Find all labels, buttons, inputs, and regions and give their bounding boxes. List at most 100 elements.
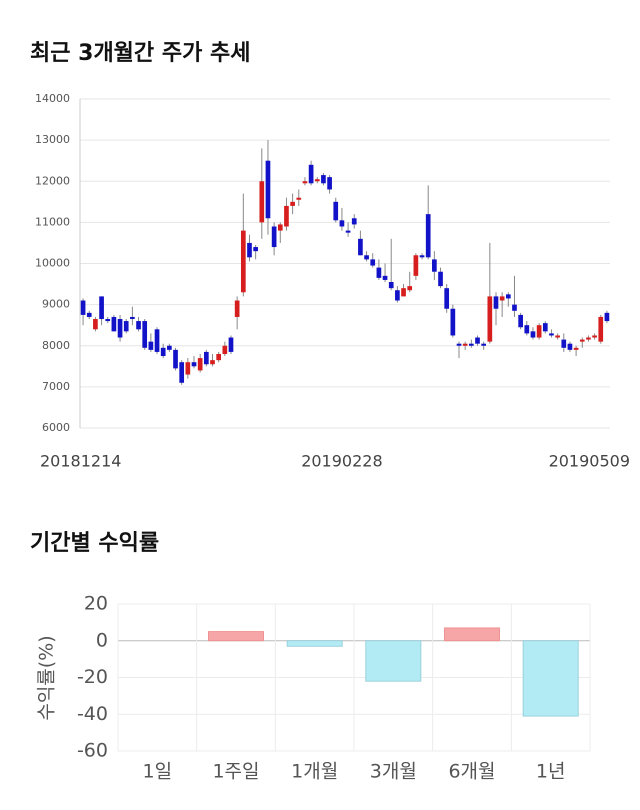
candle-body bbox=[555, 335, 560, 338]
candle-body bbox=[530, 331, 536, 338]
candle-body bbox=[130, 316, 135, 320]
candle-body bbox=[234, 300, 240, 317]
x-tick-label: 20181214 bbox=[40, 452, 121, 471]
candle-body bbox=[524, 325, 530, 334]
candle-body bbox=[512, 304, 517, 311]
chart-title: 기간별 수익률 bbox=[30, 531, 159, 556]
candle-body bbox=[351, 218, 357, 225]
bar bbox=[444, 627, 500, 642]
x-tick-label: 1일 bbox=[143, 761, 173, 783]
candle-body bbox=[308, 164, 314, 184]
candle-body bbox=[592, 335, 597, 338]
candle-body bbox=[456, 343, 462, 346]
candle-body bbox=[302, 181, 308, 184]
candle-body bbox=[493, 296, 499, 309]
y-tick-label: -40 bbox=[77, 703, 108, 725]
candle-body bbox=[296, 197, 302, 200]
y-tick-label: 0 bbox=[96, 629, 108, 651]
candle-body bbox=[475, 337, 480, 344]
x-tick-label: 20190509 bbox=[549, 452, 630, 471]
x-tick-label: 1년 bbox=[536, 761, 566, 783]
candle-body bbox=[136, 321, 141, 330]
candle-body bbox=[80, 300, 86, 315]
bar bbox=[365, 640, 422, 682]
candle-body bbox=[179, 362, 185, 383]
x-tick-label: 3개월 bbox=[370, 761, 417, 783]
candle-body bbox=[333, 201, 339, 221]
y-tick-label: -20 bbox=[77, 666, 108, 688]
candle-body bbox=[197, 358, 203, 371]
candle-body bbox=[401, 288, 406, 297]
candle-body bbox=[468, 343, 474, 346]
y-tick-label: 14000 bbox=[35, 92, 70, 105]
candle-body bbox=[370, 259, 376, 266]
bar bbox=[208, 631, 264, 642]
candle-body bbox=[228, 337, 234, 352]
candle-body bbox=[388, 282, 394, 289]
candle-body bbox=[210, 360, 215, 365]
y-tick-label: 9000 bbox=[42, 298, 70, 311]
candle-body bbox=[86, 312, 92, 317]
candle-body bbox=[419, 255, 425, 258]
y-axis-label: 수익률(%) bbox=[36, 635, 58, 720]
bar bbox=[286, 640, 343, 647]
candle-body bbox=[462, 343, 468, 346]
candle-body bbox=[111, 316, 117, 332]
candle-body bbox=[148, 341, 154, 350]
candle-body bbox=[277, 224, 283, 231]
candle-body bbox=[536, 325, 542, 338]
candle-body bbox=[290, 201, 295, 206]
candle-body bbox=[154, 329, 160, 352]
candle-body bbox=[444, 288, 450, 309]
candle-body bbox=[561, 339, 567, 348]
candle-body bbox=[167, 345, 172, 350]
candle-body bbox=[284, 205, 289, 227]
candle-body bbox=[339, 220, 345, 227]
candle-body bbox=[160, 347, 166, 357]
y-tick-label: 10000 bbox=[35, 257, 70, 270]
candle-body bbox=[432, 259, 437, 272]
chart-title: 최근 3개월간 주가 추세 bbox=[30, 41, 250, 66]
candle-body bbox=[450, 308, 456, 336]
candle-body bbox=[586, 337, 591, 340]
candle-body bbox=[604, 312, 610, 322]
x-tick-label: 6개월 bbox=[448, 761, 495, 783]
candle-body bbox=[173, 349, 178, 369]
candle-body bbox=[222, 345, 228, 354]
x-tick-label: 20190228 bbox=[301, 452, 382, 471]
y-tick-label: 8000 bbox=[42, 339, 70, 352]
candle-body bbox=[395, 290, 400, 301]
candle-body bbox=[549, 333, 554, 336]
candle-body bbox=[259, 181, 265, 223]
y-tick-label: 20 bbox=[84, 593, 108, 615]
candle-body bbox=[327, 177, 332, 190]
candle-body bbox=[499, 296, 505, 301]
candle-body bbox=[216, 353, 222, 361]
candle-body bbox=[93, 319, 98, 330]
candle-body bbox=[376, 267, 382, 278]
candle-body bbox=[518, 314, 523, 328]
candle-body bbox=[382, 275, 388, 280]
candle-body bbox=[271, 226, 277, 248]
candle-body bbox=[185, 362, 191, 375]
candle-body bbox=[598, 316, 604, 342]
y-tick-label: 11000 bbox=[35, 215, 70, 228]
candle-body bbox=[321, 175, 326, 184]
candle-body bbox=[117, 319, 123, 338]
candle-body bbox=[542, 323, 548, 332]
candle-body bbox=[253, 247, 258, 252]
candle-body bbox=[247, 242, 252, 258]
candle-body bbox=[345, 230, 351, 233]
candle-body bbox=[142, 321, 148, 348]
candle-body bbox=[203, 351, 209, 365]
candle-body bbox=[364, 255, 369, 260]
bar bbox=[522, 640, 579, 717]
y-tick-label: -60 bbox=[77, 740, 108, 762]
y-tick-label: 13000 bbox=[35, 133, 70, 146]
candle-body bbox=[105, 319, 111, 322]
y-tick-label: 12000 bbox=[35, 174, 70, 187]
candle-body bbox=[123, 321, 129, 332]
candle-body bbox=[438, 271, 443, 287]
